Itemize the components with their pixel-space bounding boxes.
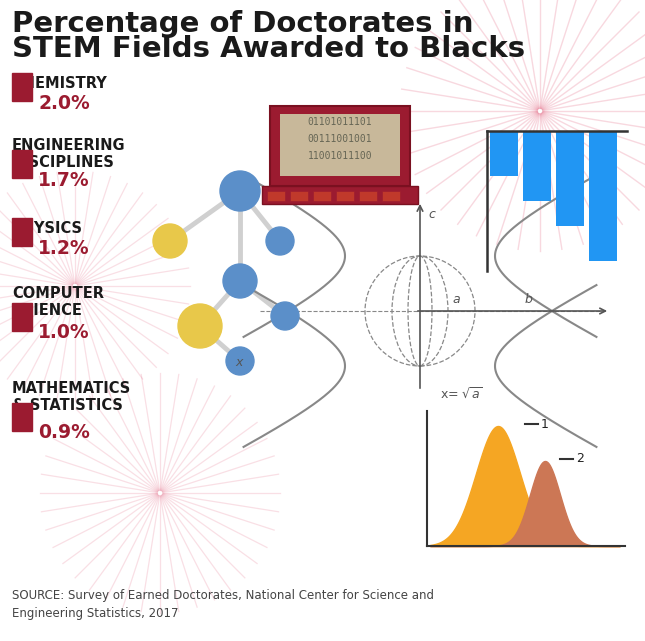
Circle shape [220,171,260,211]
Text: 00111001001: 00111001001 [308,134,372,144]
Text: CHEMISTRY: CHEMISTRY [12,76,107,91]
Text: STEM Fields Awarded to Blacks: STEM Fields Awarded to Blacks [12,35,525,63]
Text: 2: 2 [576,453,584,465]
Circle shape [223,264,257,298]
Text: SCIENCE: SCIENCE [12,303,82,318]
Text: Percentage of Doctorates in: Percentage of Doctorates in [12,10,473,38]
Text: 2.0%: 2.0% [38,94,90,113]
Bar [556,131,584,226]
Text: 1: 1 [541,417,549,431]
Bar [12,303,32,331]
Circle shape [178,304,222,348]
Text: a: a [452,293,460,306]
Circle shape [266,227,294,255]
Text: b: b [525,293,533,306]
Bar [313,191,331,201]
Bar [12,218,32,246]
Text: x: x [235,356,243,369]
Bar [12,150,32,178]
Text: 1.7%: 1.7% [38,171,90,190]
Text: MATHEMATICS: MATHEMATICS [12,381,131,396]
Text: 1.2%: 1.2% [38,239,90,258]
Text: DISCIPLINES: DISCIPLINES [12,155,115,170]
Text: 0.9%: 0.9% [38,423,90,442]
Bar [280,114,400,176]
Text: PHYSICS: PHYSICS [12,221,83,236]
Text: COMPUTER: COMPUTER [12,286,104,301]
Text: SOURCE: Survey of Earned Doctorates, National Center for Science and
Engineering: SOURCE: Survey of Earned Doctorates, Nat… [12,589,434,620]
Bar [262,186,418,204]
Bar [290,191,308,201]
Bar [336,191,354,201]
Text: 1.0%: 1.0% [38,323,90,342]
Text: & STATISTICS: & STATISTICS [12,398,123,413]
Bar [490,131,518,176]
Bar [12,73,32,101]
Bar [12,403,32,431]
Text: ENGINEERING: ENGINEERING [12,138,126,153]
Text: c: c [428,208,435,221]
Text: 11001011100: 11001011100 [308,151,372,161]
Text: 01101011101: 01101011101 [308,117,372,127]
Text: x= $\sqrt{a}$: x= $\sqrt{a}$ [440,387,482,402]
Bar [267,191,285,201]
Circle shape [153,224,187,258]
Circle shape [271,302,299,330]
Bar [382,191,400,201]
Bar [359,191,377,201]
Circle shape [226,347,254,375]
Bar [589,131,617,261]
Bar [270,106,410,186]
Bar [523,131,551,201]
